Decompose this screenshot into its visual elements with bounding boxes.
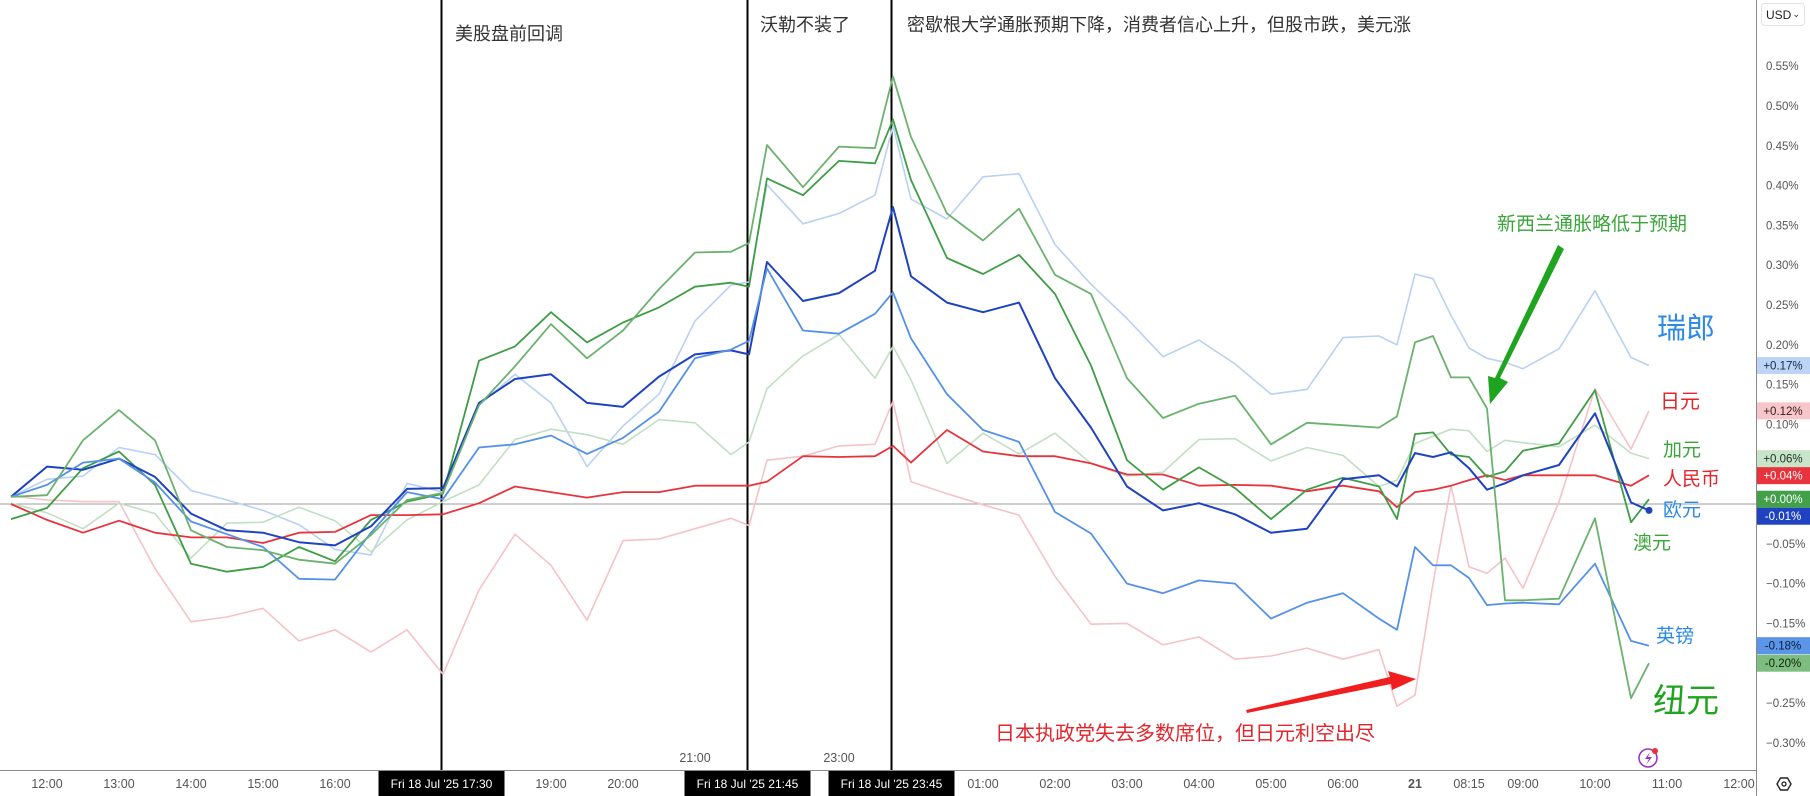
price-badge-label-jpy: +0.12% <box>1763 406 1802 418</box>
price-badge-label-gbp: -0.18% <box>1765 641 1801 653</box>
series-line-aud[interactable] <box>10 118 1650 573</box>
label-cny: 人民币 <box>1663 468 1720 490</box>
price-tick-label: 0.20% <box>1766 340 1799 352</box>
time-tick-label: 10:00 <box>1579 777 1610 791</box>
event-time-box-1 <box>684 771 811 796</box>
event-time-box-2 <box>828 771 955 796</box>
event-note-waller: 沃勒不装了 <box>760 15 850 35</box>
price-badge-aud <box>1757 490 1810 508</box>
price-tick-label: −0.05% <box>1766 539 1805 551</box>
series-line-eur[interactable] <box>10 206 1650 547</box>
price-badge-label-aud: +0.00% <box>1763 494 1802 506</box>
label-nzd: 纽元 <box>1653 682 1719 719</box>
price-tick-label: −0.10% <box>1766 579 1805 591</box>
chevron-down-icon: ⌄ <box>1792 9 1800 19</box>
price-badge-label-chf: +0.17% <box>1763 360 1802 372</box>
series-line-gbp[interactable] <box>10 267 1650 647</box>
time-tick-label: 12:00 <box>1723 777 1754 791</box>
time-tick-label: 16:00 <box>319 777 350 791</box>
lightning-alert-icon[interactable] <box>1638 748 1658 768</box>
series-line-cny[interactable] <box>10 429 1650 544</box>
event-time-label-2: Fri 18 Jul '25 23:45 <box>841 777 943 791</box>
series-line-cad[interactable] <box>10 333 1650 559</box>
price-tick-label: 0.50% <box>1766 101 1799 113</box>
series-line-chf[interactable] <box>10 125 1650 556</box>
price-badge-label-eur: -0.01% <box>1765 511 1801 523</box>
label-gbp: 英镑 <box>1656 625 1694 647</box>
price-tick-label: −0.25% <box>1766 698 1805 710</box>
price-tick-label: 0.35% <box>1766 220 1799 232</box>
time-tick-label: 01:00 <box>967 777 998 791</box>
event-time-label-1: Fri 18 Jul '25 21:45 <box>697 777 799 791</box>
time-tick-label: 05:00 <box>1255 777 1286 791</box>
price-badge-nzd <box>1757 654 1810 672</box>
price-badge-label-cad: +0.06% <box>1763 454 1802 466</box>
currency-value: USD <box>1766 7 1792 22</box>
event-note-michigan: 密歇根大学通胀预期下降，消费者信心上升，但股市跌，美元涨 <box>907 15 1411 35</box>
series-end-marker-eur <box>1645 506 1653 514</box>
event-note-premarket: 美股盘前回调 <box>455 24 563 44</box>
red-arrow-icon <box>1246 671 1416 713</box>
price-tick-label: 0.15% <box>1766 380 1799 392</box>
price-tick-label: −0.30% <box>1766 738 1805 750</box>
price-tick-label: 0.55% <box>1766 61 1799 73</box>
price-badge-eur <box>1757 507 1810 525</box>
price-tick-label: 0.45% <box>1766 141 1799 153</box>
time-tick-label: 08:15 <box>1453 777 1484 791</box>
label-chf: 瑞郎 <box>1657 312 1715 345</box>
time-tick-label: 06:00 <box>1327 777 1358 791</box>
green-arrow-icon <box>1488 245 1564 404</box>
series-line-nzd[interactable] <box>10 75 1650 700</box>
price-badge-label-nzd: -0.20% <box>1765 658 1801 670</box>
price-badge-cny <box>1757 467 1810 485</box>
price-badge-gbp <box>1757 637 1810 655</box>
time-tick-label: 21:00 <box>679 751 710 765</box>
time-tick-label: 12:00 <box>31 777 62 791</box>
label-aud: 澳元 <box>1633 532 1671 554</box>
price-badge-cad <box>1757 450 1810 468</box>
time-tick-label: 03:00 <box>1111 777 1142 791</box>
settings-hexagon-icon[interactable] <box>1776 777 1792 791</box>
time-tick-label: 04:00 <box>1183 777 1214 791</box>
time-tick-label: 21 <box>1408 777 1422 791</box>
price-tick-label: 0.30% <box>1766 260 1799 272</box>
series-line-jpy[interactable] <box>10 387 1650 708</box>
price-axis[interactable]: 0.55% 0.50% 0.45% 0.40% 0.35% 0.30% 0.25% 0.20%… <box>1766 61 1805 750</box>
currency-selector[interactable]: USD ⌄ <box>1761 3 1805 26</box>
time-tick-label: 23:00 <box>823 751 854 765</box>
time-tick-label: 02:00 <box>1039 777 1070 791</box>
price-tick-label: 0.10% <box>1766 419 1799 431</box>
price-badge-chf <box>1757 356 1810 374</box>
event-time-box-0 <box>378 771 505 796</box>
label-jpy: 日元 <box>1660 391 1700 413</box>
price-badge-jpy <box>1757 402 1810 420</box>
time-tick-label: 20:00 <box>607 777 638 791</box>
price-tick-label: 0.40% <box>1766 181 1799 193</box>
time-tick-label: 19:00 <box>535 777 566 791</box>
time-tick-label: 11:00 <box>1652 777 1682 791</box>
time-tick-label: 15:00 <box>247 777 278 791</box>
label-cad: 加元 <box>1663 439 1701 461</box>
nzd-inflation-note: 新西兰通胀略低于预期 <box>1497 213 1687 235</box>
time-tick-label: 09:00 <box>1507 777 1538 791</box>
event-time-label-0: Fri 18 Jul '25 17:30 <box>391 777 493 791</box>
jpy-politics-note: 日本执政党失去多数席位，但日元利空出尽 <box>995 722 1375 745</box>
time-tick-label: 13:00 <box>103 777 134 791</box>
time-axis[interactable]: 12:00 13:00 14:00 15:00 16:00 19:00 20:00 21:00… <box>31 751 1754 791</box>
label-eur: 欧元 <box>1663 499 1701 521</box>
price-tick-label: 0.25% <box>1766 300 1799 312</box>
price-badge-label-cny: +0.04% <box>1763 471 1802 483</box>
price-tick-label: −0.15% <box>1766 618 1805 630</box>
time-tick-label: 14:00 <box>175 777 206 791</box>
